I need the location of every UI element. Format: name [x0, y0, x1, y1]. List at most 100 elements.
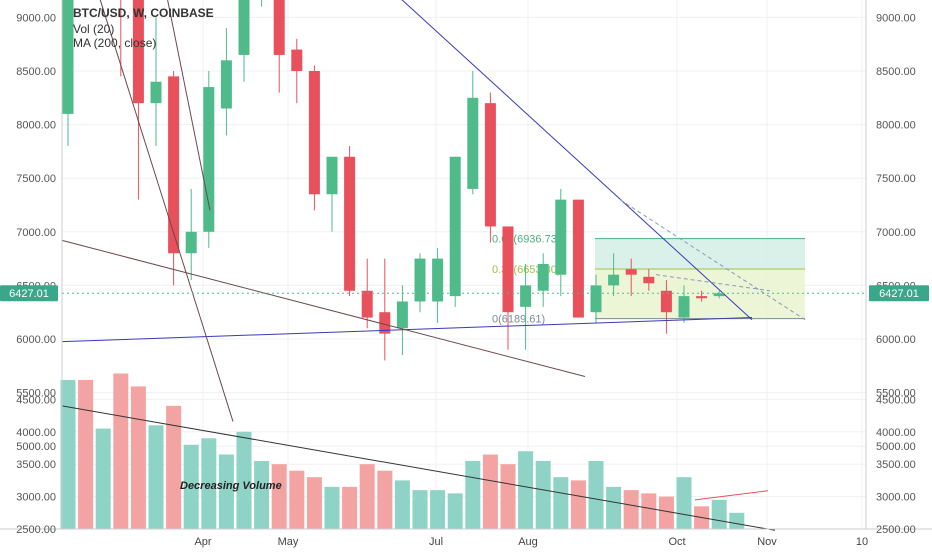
volume-bar	[518, 451, 534, 529]
volume-bar	[324, 486, 340, 529]
projection-dashed-line	[619, 199, 806, 321]
candle-body	[432, 258, 444, 302]
volume-tick-label-left: 4000.00	[16, 427, 56, 439]
candle-body	[132, 0, 144, 104]
candle-body	[643, 276, 655, 284]
candle-body	[467, 97, 479, 189]
candle-body	[396, 301, 408, 329]
price-tick-label-right: 8500.00	[876, 66, 916, 78]
volume-bar	[166, 405, 182, 529]
volume-tick-label-right: 3500.00	[876, 459, 916, 471]
candle-body	[361, 290, 373, 318]
volume-bar	[130, 386, 146, 529]
volume-bar	[641, 493, 657, 529]
fib-band-lower	[595, 268, 805, 319]
volume-bar	[447, 493, 463, 529]
volume-tick-label-left: 3500.00	[16, 459, 56, 471]
fibonacci-retracement: 0.61(6936.73) 0.38(6653.30) 0(6189.61)	[492, 234, 805, 326]
legend-volume: Vol (20)	[73, 22, 114, 36]
current-price-badge-left	[0, 285, 58, 302]
volume-tick-label-right: 2500.00	[876, 524, 916, 536]
volume-tick-label-left: 4500.00	[16, 394, 56, 406]
candle-body	[220, 60, 232, 109]
time-tick-label: Nov	[757, 536, 777, 548]
volume-bar	[359, 464, 375, 529]
legend-ma: MA (200, close)	[73, 36, 156, 50]
volume-bars	[60, 373, 745, 529]
fib-level-label: 0.61(6936.73)	[492, 234, 561, 246]
candle-body	[608, 274, 620, 286]
volume-bar	[377, 470, 393, 529]
volume-tick-label-left: 3000.00	[16, 492, 56, 504]
candle-body	[414, 258, 426, 302]
volume-tick-label-left: 2500.00	[16, 524, 56, 536]
volume-bar	[394, 480, 410, 529]
candle-body	[502, 226, 514, 313]
candle-body	[678, 296, 690, 318]
steep-trendline	[99, 0, 234, 422]
volume-trendline	[61, 405, 776, 531]
volume-bar	[570, 480, 586, 529]
resistance-trendline	[401, 0, 753, 321]
candle-body	[308, 71, 320, 195]
price-tick-label-left: 7500.00	[16, 173, 56, 185]
price-tick-label-right: 8000.00	[876, 120, 916, 132]
candle-body	[520, 285, 532, 307]
volume-bar	[430, 490, 446, 529]
candle-body	[449, 156, 461, 297]
candle-body	[291, 49, 303, 71]
labels: 6427.01 6427.01	[0, 285, 929, 302]
candle-body	[238, 0, 250, 55]
volume-bar	[482, 454, 498, 529]
fib-band-upper	[595, 238, 805, 269]
current-price-label-left: 6427.01	[9, 288, 49, 300]
support-trendline	[61, 317, 753, 343]
current-price-label-right: 6427.01	[879, 288, 919, 300]
volume-bar	[588, 460, 604, 529]
volume-bar	[218, 454, 234, 529]
steep-trendline	[167, 0, 211, 211]
trendlines	[61, 0, 866, 531]
price-tick-label-left: 5000.00	[16, 441, 56, 453]
candle-body	[150, 81, 162, 104]
time-tick-label: Aug	[518, 536, 538, 548]
candle-body	[537, 263, 549, 291]
projection-dashed-line	[655, 274, 771, 292]
volume-bar	[254, 460, 270, 529]
volume-bar	[183, 444, 199, 529]
volume-bar	[271, 464, 287, 529]
time-tick-label: Apr	[194, 536, 211, 548]
volume-bar	[60, 379, 76, 529]
volume-bar	[729, 512, 745, 529]
candle-body	[203, 87, 215, 232]
candle-body	[185, 231, 197, 254]
volume-bar	[95, 428, 111, 529]
candle-body	[168, 76, 180, 254]
price-tick-label-right: 7000.00	[876, 227, 916, 239]
price-tick-label-right: 5000.00	[876, 441, 916, 453]
time-tick-label: Oct	[668, 536, 685, 548]
candle-body	[696, 296, 708, 299]
volume-tick-label-right: 3000.00	[876, 492, 916, 504]
fib-level-label: 0.38(6653.30)	[492, 264, 561, 276]
candle-body	[590, 285, 602, 313]
volume-bar	[465, 460, 481, 529]
price-tick-label-left: 9000.00	[16, 12, 56, 24]
volume-bar	[606, 486, 622, 529]
volume-tick-label-right: 4500.00	[876, 394, 916, 406]
volume-bar	[658, 496, 674, 529]
volume-tick-label-right: 4000.00	[876, 427, 916, 439]
candle-body	[625, 269, 637, 275]
volume-short-trendline	[694, 490, 769, 501]
price-tick-label-left: 5500.00	[16, 388, 56, 400]
volume-bar	[676, 477, 692, 529]
volume-bar	[553, 477, 569, 529]
price-tick-label-right: 5500.00	[876, 388, 916, 400]
volume-bar	[306, 477, 322, 529]
current-price-badge-right	[869, 285, 929, 302]
time-tick-label: Jul	[429, 536, 443, 548]
volume-bar	[148, 425, 164, 529]
candle-body	[62, 0, 74, 114]
candle-body	[344, 156, 356, 291]
